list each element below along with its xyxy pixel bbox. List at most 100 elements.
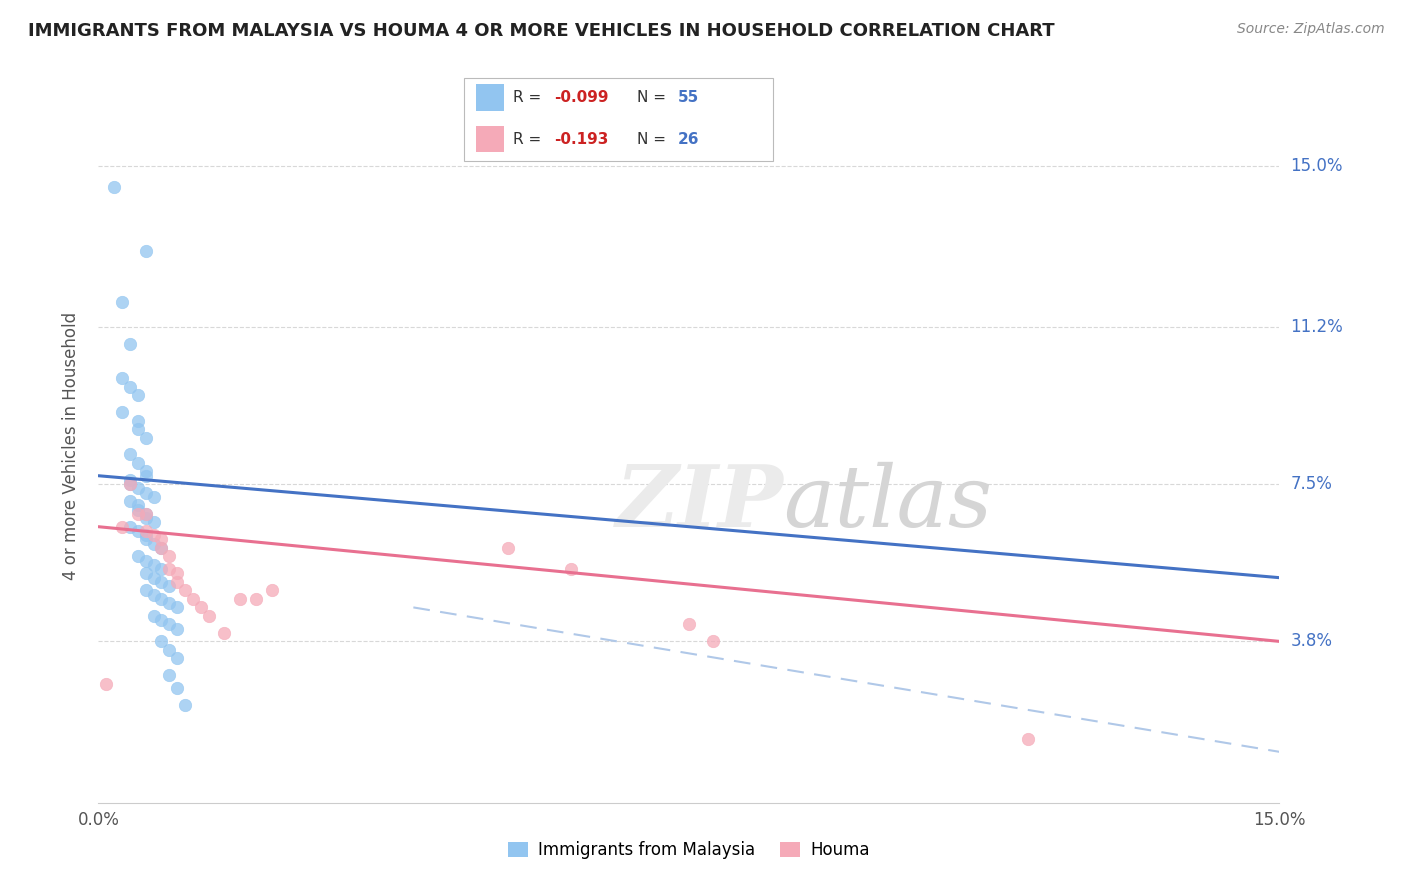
Text: 26: 26 xyxy=(678,132,699,146)
Point xyxy=(135,566,157,581)
Point xyxy=(150,533,173,547)
Point xyxy=(135,511,157,525)
Point xyxy=(127,422,149,436)
Point xyxy=(127,502,149,516)
Text: ZIP: ZIP xyxy=(616,461,783,545)
Bar xyxy=(477,126,505,153)
Text: -0.193: -0.193 xyxy=(554,132,607,146)
Text: 7.5%: 7.5% xyxy=(1291,475,1333,493)
Point xyxy=(118,494,141,508)
Point xyxy=(127,499,149,513)
Point xyxy=(127,549,149,564)
Point xyxy=(166,574,188,589)
Point xyxy=(157,668,180,682)
Point xyxy=(135,465,157,479)
Point xyxy=(190,600,212,615)
Point xyxy=(174,583,197,598)
Point xyxy=(702,634,724,648)
Text: -0.099: -0.099 xyxy=(554,90,609,105)
Point xyxy=(229,591,252,606)
Text: N =: N = xyxy=(637,132,671,146)
Point xyxy=(150,613,173,627)
Point xyxy=(181,591,204,606)
Point xyxy=(127,413,149,427)
Point xyxy=(150,562,173,576)
Point xyxy=(142,571,165,585)
Point xyxy=(111,294,134,309)
Point xyxy=(135,244,157,258)
Point xyxy=(135,507,157,521)
Point xyxy=(174,698,197,712)
Point xyxy=(135,528,157,542)
Point xyxy=(142,528,165,542)
Point xyxy=(245,591,267,606)
Point xyxy=(142,537,165,551)
Point xyxy=(157,579,180,593)
Point xyxy=(127,524,149,538)
Point xyxy=(166,600,188,615)
Point xyxy=(135,554,157,568)
Point xyxy=(118,448,141,462)
Text: atlas: atlas xyxy=(783,462,993,544)
Point xyxy=(127,482,149,496)
Point xyxy=(142,558,165,572)
Text: IMMIGRANTS FROM MALAYSIA VS HOUMA 4 OR MORE VEHICLES IN HOUSEHOLD CORRELATION CH: IMMIGRANTS FROM MALAYSIA VS HOUMA 4 OR M… xyxy=(28,22,1054,40)
Point xyxy=(135,583,157,598)
Point xyxy=(118,473,141,487)
Point xyxy=(150,574,173,589)
Text: 11.2%: 11.2% xyxy=(1291,318,1343,336)
Point xyxy=(118,477,141,491)
Point xyxy=(103,180,125,194)
Point xyxy=(127,388,149,402)
Legend: Immigrants from Malaysia, Houma: Immigrants from Malaysia, Houma xyxy=(502,835,876,866)
Point xyxy=(118,519,141,533)
Point xyxy=(135,507,157,521)
Point xyxy=(111,405,134,419)
Point xyxy=(118,337,141,351)
Point xyxy=(166,681,188,695)
Point xyxy=(127,456,149,470)
Point xyxy=(214,626,236,640)
Point xyxy=(118,477,141,491)
Point xyxy=(157,617,180,632)
Point xyxy=(127,507,149,521)
Text: 55: 55 xyxy=(678,90,699,105)
Point xyxy=(142,588,165,602)
Text: Source: ZipAtlas.com: Source: ZipAtlas.com xyxy=(1237,22,1385,37)
Text: R =: R = xyxy=(513,132,547,146)
Point xyxy=(135,485,157,500)
Point xyxy=(496,541,519,555)
Point xyxy=(260,583,283,598)
Point xyxy=(150,541,173,555)
Text: 3.8%: 3.8% xyxy=(1291,632,1333,650)
Point xyxy=(166,622,188,636)
Point xyxy=(157,596,180,610)
Point xyxy=(166,651,188,665)
Point xyxy=(135,533,157,547)
Y-axis label: 4 or more Vehicles in Household: 4 or more Vehicles in Household xyxy=(62,312,80,580)
Point xyxy=(150,541,173,555)
Point xyxy=(111,371,134,385)
Point xyxy=(150,634,173,648)
Point xyxy=(166,566,188,581)
Point xyxy=(135,524,157,538)
Point xyxy=(96,677,118,691)
Point xyxy=(157,549,180,564)
Point xyxy=(142,516,165,530)
Point xyxy=(157,562,180,576)
Text: 15.0%: 15.0% xyxy=(1291,157,1343,175)
Bar xyxy=(477,84,505,111)
Point xyxy=(197,608,219,623)
Point xyxy=(118,379,141,393)
Text: N =: N = xyxy=(637,90,671,105)
Point xyxy=(150,591,173,606)
Point xyxy=(157,643,180,657)
Point xyxy=(142,490,165,504)
Point xyxy=(135,468,157,483)
Point xyxy=(560,562,582,576)
Text: R =: R = xyxy=(513,90,547,105)
Point xyxy=(142,608,165,623)
Point xyxy=(1017,732,1039,747)
Point xyxy=(111,519,134,533)
Point xyxy=(135,430,157,444)
